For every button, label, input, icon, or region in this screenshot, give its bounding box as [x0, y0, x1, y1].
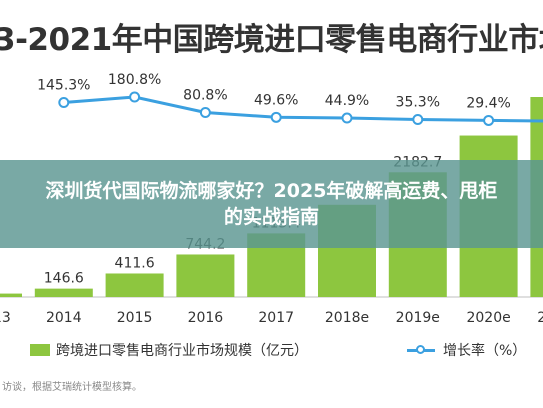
- growth-label-2020e: 29.4%: [466, 95, 510, 111]
- growth-point-2017: [270, 111, 282, 123]
- x-tick-label-2020e: 2020e: [466, 310, 510, 326]
- growth-label-2018e: 44.9%: [325, 93, 369, 109]
- x-tick-label-2015: 2015: [117, 310, 153, 326]
- growth-point-2014: [58, 96, 70, 108]
- growth-label-2015: 180.8%: [108, 72, 161, 88]
- legend-label-market-size: 跨境进口零售电商行业市场规模（亿元）: [56, 343, 308, 359]
- chart-title: 3-2021年中国跨境进口零售电商行业市场: [0, 22, 543, 58]
- growth-point-2018e: [341, 112, 353, 124]
- source-note: 访谈，根据艾瑞统计模型核算。: [2, 382, 142, 393]
- growth-label-2016: 80.8%: [183, 87, 227, 103]
- legend-swatch-line: [407, 344, 435, 354]
- x-tick-label-2013: 2013: [0, 310, 11, 326]
- bar-value-label-2014: 146.6: [44, 271, 84, 287]
- x-tick-label-2017: 2017: [258, 310, 294, 326]
- legend-item-growth-rate: 增长率（%）: [407, 340, 526, 360]
- article-title-banner[interactable]: 深圳货代国际物流哪家好？2025年破解高运费、甩柜的实战指南: [0, 160, 543, 248]
- x-tick-label-2019e: 2019e: [396, 310, 440, 326]
- bar-2015: [105, 273, 164, 297]
- growth-point-2016: [199, 106, 211, 118]
- banner-text: 深圳货代国际物流哪家好？2025年破解高运费、甩柜的实战指南: [45, 180, 498, 228]
- bar-2016: [176, 254, 235, 297]
- legend-label-growth-rate: 增长率（%）: [443, 343, 527, 359]
- growth-label-2017: 49.6%: [254, 92, 298, 108]
- x-tick-label-2014: 2014: [46, 310, 82, 326]
- growth-label-2019e: 35.3%: [396, 95, 440, 111]
- growth-point-2019e: [412, 114, 424, 126]
- growth-point-2015: [129, 91, 141, 103]
- legend-item-market-size: 跨境进口零售电商行业市场规模（亿元）: [30, 340, 308, 360]
- x-tick-label-2018e: 2018e: [325, 310, 369, 326]
- bar-value-label-2015: 411.6: [115, 255, 155, 271]
- bar-2014: [34, 288, 93, 297]
- legend-swatch-bar: [30, 344, 50, 356]
- x-tick-label-2016: 2016: [188, 310, 224, 326]
- growth-point-2020e: [483, 114, 495, 126]
- bar-2013: [0, 293, 22, 297]
- x-tick-label-2021e: 2021e: [537, 310, 543, 326]
- growth-label-2014: 145.3%: [37, 77, 90, 93]
